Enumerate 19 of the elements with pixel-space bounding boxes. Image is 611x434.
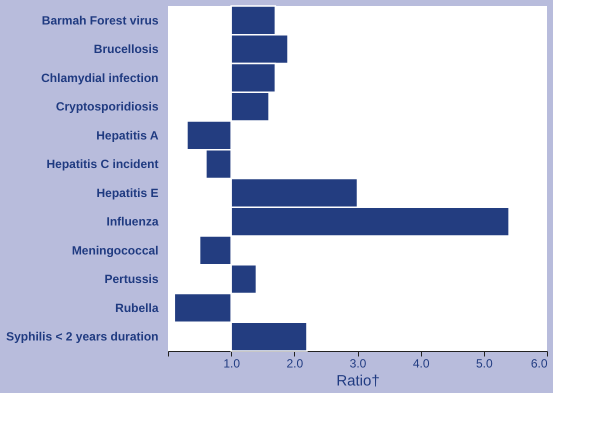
y-tick-label: Hepatitis E — [96, 186, 158, 200]
y-tick-label: Cryptosporidiosis — [56, 100, 159, 114]
y-tick-label: Influenza — [106, 214, 159, 229]
x-axis-title: Ratio† — [336, 372, 380, 390]
y-tick-label: Brucellosis — [94, 42, 159, 56]
x-tick-label: 2.0 — [286, 356, 304, 370]
y-tick-label: Meningococcal — [72, 243, 158, 258]
y-tick-label: Rubella — [115, 300, 159, 315]
y-tick-label: Pertussis — [104, 272, 159, 286]
x-tick-label: 6.0 — [530, 356, 548, 370]
y-tick-label: Barmah Forest virus — [42, 13, 159, 28]
y-tick-label: Hepatitis A — [96, 128, 159, 142]
x-tick-label: 5.0 — [476, 356, 493, 370]
y-tick-label: Hepatitis C incident — [46, 157, 158, 172]
x-tick-label: 4.0 — [412, 356, 430, 370]
x-tick-label: 3.0 — [350, 356, 367, 370]
x-tick-label: 1.0 — [223, 356, 240, 370]
y-tick-label: Chlamydial infection — [41, 70, 158, 85]
y-tick-label: Syphilis < 2 years duration — [6, 330, 158, 344]
